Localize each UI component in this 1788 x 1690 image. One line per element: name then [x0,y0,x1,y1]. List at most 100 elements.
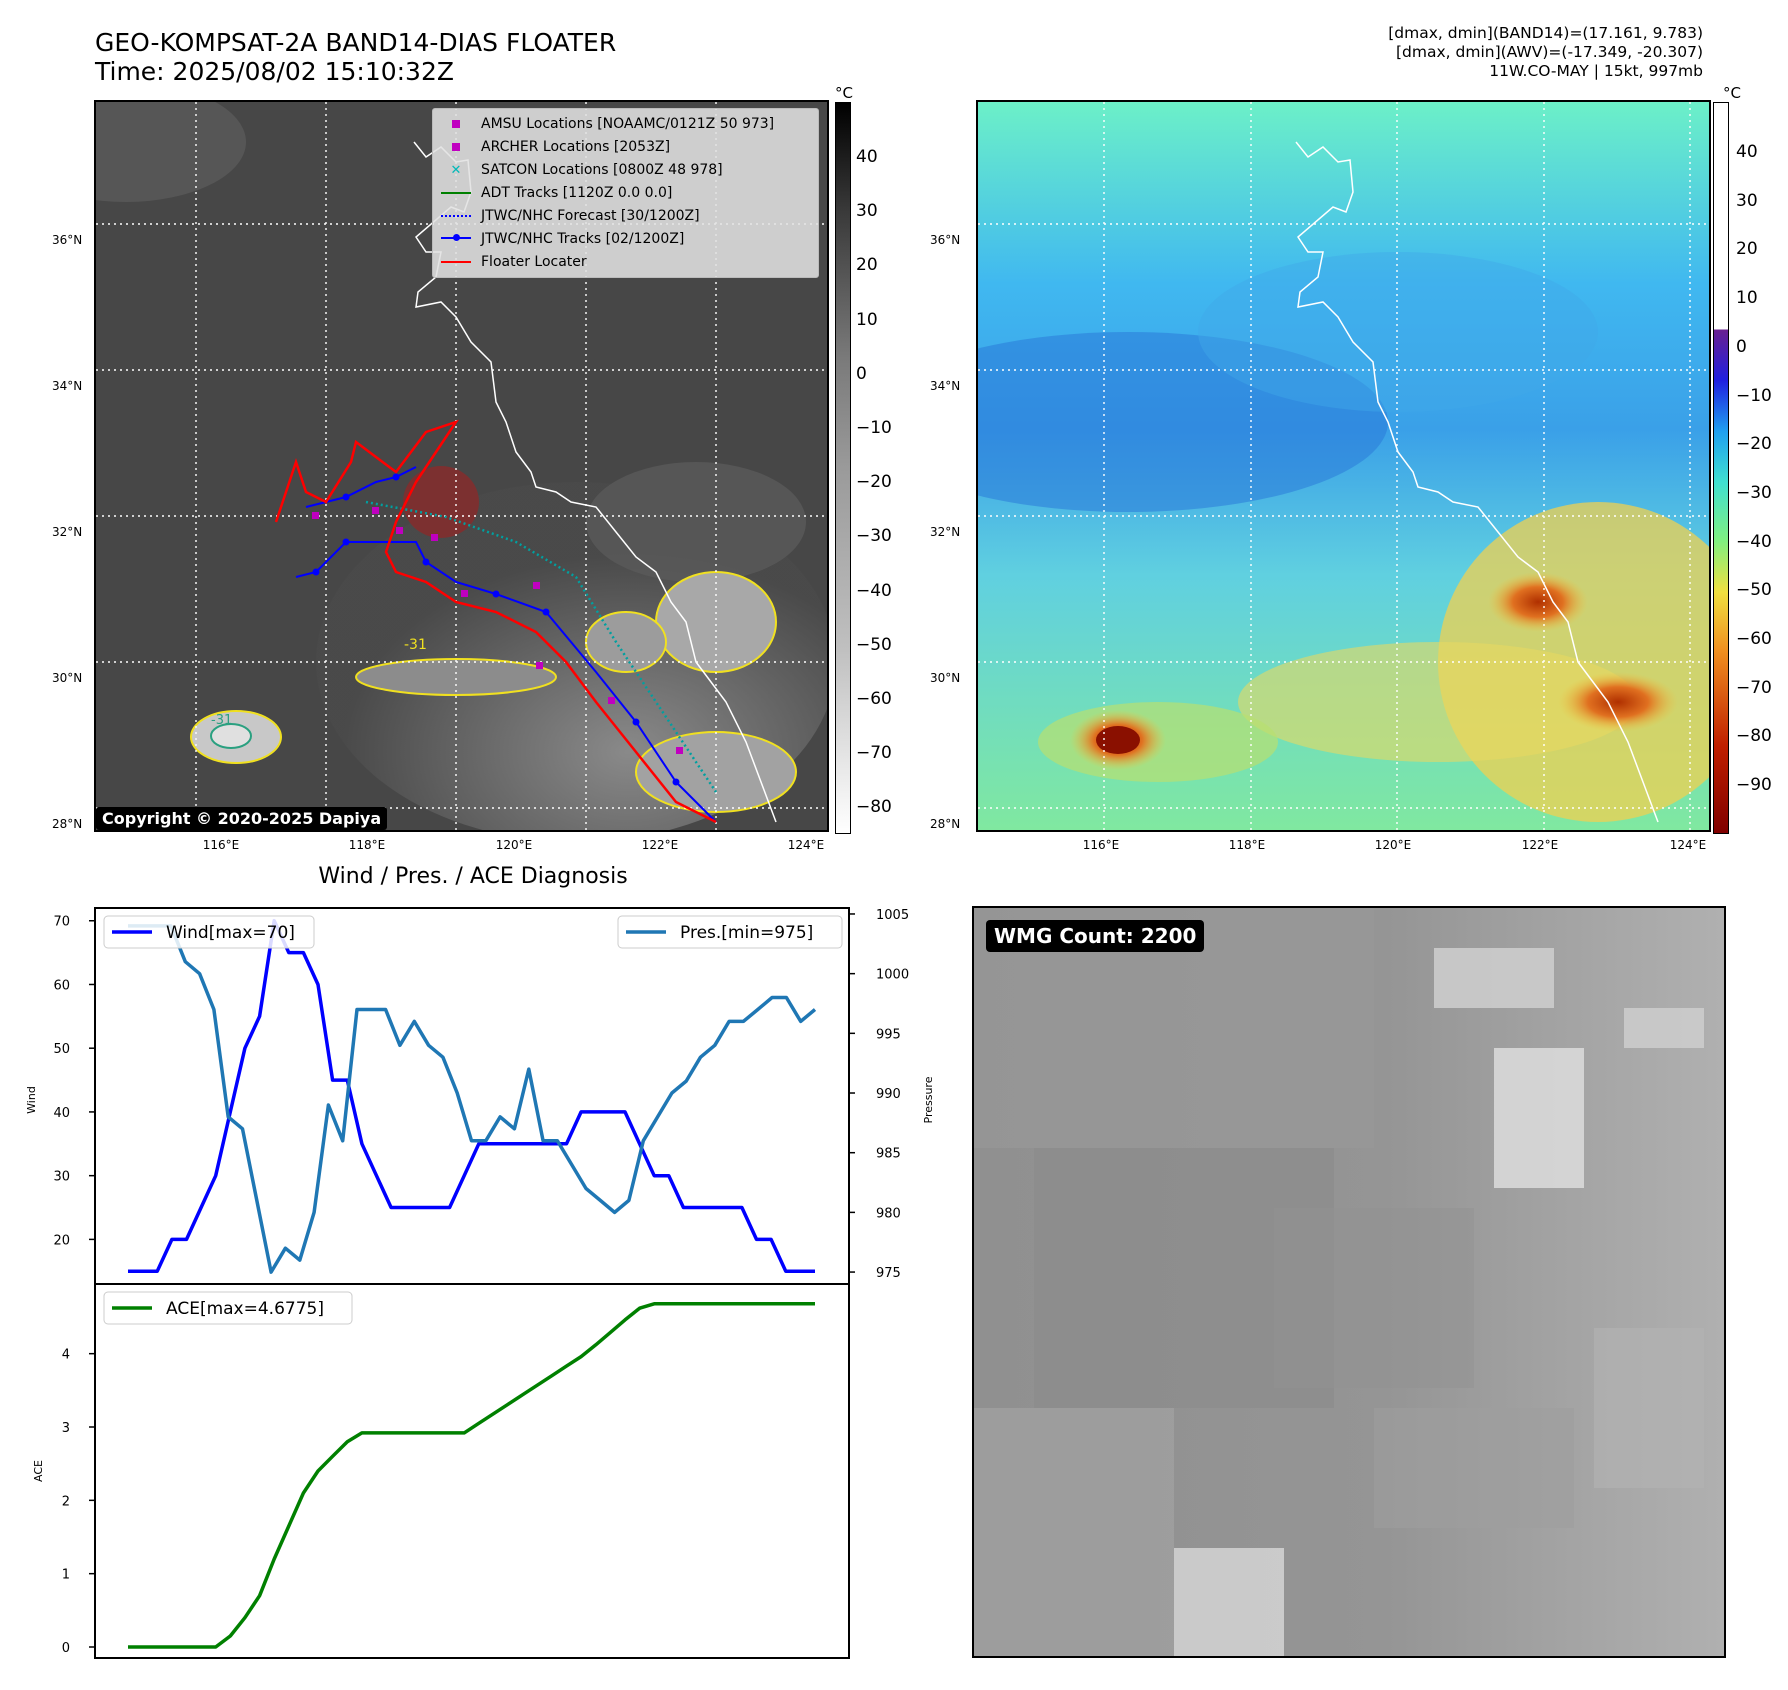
legend-item: ARCHER Locations [2053Z] [439,136,812,159]
colorbar-tick: 10 [856,309,878,330]
lat-label: 32°N [930,525,961,539]
contour-label: -31 [404,637,427,653]
pressure-legend-label: Pres.[min=975] [680,923,813,943]
ace-ylabel: ACE [32,1460,45,1482]
diagnosis-chart: 20 30 40 50 60 70 975 980 985 990 995 1000 1005 0 1 2… [25,907,935,1659]
diagnosis-title: Wind / Pres. / ACE Diagnosis [318,864,628,889]
wmg-panel: WMG Count: 2200 [972,906,1726,1658]
legend-item-label: ARCHER Locations [2053Z] [481,138,671,155]
wind-series [128,918,815,1274]
jtwc-track [295,541,717,823]
legend-marker-icon [439,251,473,274]
colorbar-tick: −60 [1736,629,1772,649]
lon-label: 122°E [641,838,679,852]
y-tick-label: 990 [876,1087,901,1102]
contour-label-2: -31 [211,713,232,728]
ace-series [128,1302,815,1649]
chart-title: GEO-KOMPSAT-2A BAND14-DIAS FLOATER Time:… [95,28,616,86]
legend-marker-icon [439,228,473,251]
legend-item-label: JTWC/NHC Forecast [30/1200Z] [481,208,700,225]
pressure-legend: Pres.[min=975] [617,915,843,949]
legend-item: JTWC/NHC Forecast [30/1200Z] [439,205,812,228]
lon-label: 122°E [1521,838,1559,852]
legend-item-label: Floater Locater [481,253,587,270]
series-line [128,924,817,1274]
ace-legend: ACE[max=4.6775] [103,1291,353,1325]
y-tick-label: 50 [53,1042,70,1057]
colorbar-tick: −90 [1736,775,1772,796]
lon-label: 120°E [495,838,533,852]
y-tick-label: 1005 [876,908,909,923]
chart-title-line2: Time: 2025/08/02 15:10:32Z [95,57,454,86]
colorbar-tick: 30 [856,201,878,222]
y-tick-label: 0 [62,1641,70,1656]
colorbar-tick: −60 [856,689,892,709]
legend-marker-icon [439,113,473,136]
lat-label: 34°N [52,379,83,393]
y-tick-label: 30 [53,1170,70,1185]
map-legend: AMSU Locations [NOAAMC/0121Z 50 973] ARCH… [432,108,819,278]
colorbar-tick: 10 [1736,288,1758,309]
y-tick-label: 4 [62,1348,70,1363]
wmg-count-badge: WMG Count: 2200 [986,920,1205,952]
y-tick-label: 60 [53,978,70,993]
legend-item: JTWC/NHC Tracks [02/1200Z] [439,228,812,251]
lon-label: 116°E [1082,838,1120,852]
wind-legend: Wind[max=70] [103,915,315,949]
stats-line2: [dmax, dmin](AWV)=(-17.349, -20.307) [1396,43,1703,61]
awv-map-panel [976,100,1711,832]
awv-map-canvas [978,102,1709,830]
colorbar-tick: −40 [856,580,892,601]
y-tick-label: 975 [876,1266,901,1281]
jtwc-forecast [365,500,718,793]
y-tick-label: 2 [62,1494,70,1509]
colorbar-left [835,102,851,834]
colorbar-tick: 40 [856,147,878,167]
floater-box [403,466,479,538]
colorbar-tick: −70 [856,743,892,764]
colorbar-tick: 0 [1736,336,1747,357]
wmg-canvas [974,908,1724,1656]
pressure-series [128,924,817,1274]
stats-line1: [dmax, dmin](BAND14)=(17.161, 9.783) [1388,24,1703,42]
lat-label: 36°N [52,233,83,247]
y-tick-label: 70 [53,915,70,930]
colorbar-tick: −20 [1736,434,1772,455]
lon-label: 124°E [787,838,825,852]
colorbar-left-unit: °C [835,84,853,102]
ir-map-panel: -31 -31 AMSU Locations [NOAAMC/0121Z 50 … [94,100,829,832]
legend-marker-icon [439,182,473,205]
colorbar-tick: 20 [1736,239,1758,260]
legend-marker-icon [439,205,473,228]
legend-item-label: AMSU Locations [NOAAMC/0121Z 50 973] [481,116,775,132]
colorbar-tick: −80 [856,797,892,818]
colorbar-tick: −70 [1736,677,1772,698]
legend-item-label: SATCON Locations [0800Z 48 978] [481,162,723,179]
lon-label: 118°E [348,838,386,852]
stats-title: [dmax, dmin](BAND14)=(17.161, 9.783) [dm… [1388,24,1703,81]
lat-label: 28°N [930,817,961,831]
y-tick-label: 1 [62,1568,70,1583]
legend-item-label: ADT Tracks [1120Z 0.0 0.0] [481,185,673,202]
legend-item: Floater Locater [439,251,812,274]
colorbar-tick: −80 [1736,726,1772,747]
colorbar-tick: −10 [1736,385,1772,406]
wind-legend-label: Wind[max=70] [166,923,295,943]
lat-label: 34°N [930,379,961,393]
y-tick-label: 980 [876,1206,901,1221]
colorbar-tick: −30 [856,526,892,547]
colorbar-tick: 0 [856,363,867,384]
colorbar-tick: −40 [1736,531,1772,552]
legend-item: ✕ SATCON Locations [0800Z 48 978] [439,159,812,183]
pressure-y-axis: 975 980 985 990 995 1000 1005 [849,908,909,1281]
colorbar-tick: −30 [1736,482,1772,503]
ace-y-axis: 0 1 2 3 4 [62,1348,95,1656]
colorbar-right-unit: °C [1723,84,1741,102]
y-tick-label: 995 [876,1027,901,1042]
y-tick-label: 985 [876,1147,901,1162]
ace-legend-label: ACE[max=4.6775] [166,1299,324,1319]
legend-item: AMSU Locations [NOAAMC/0121Z 50 973] [439,113,812,136]
legend-marker-icon: ✕ [450,162,462,178]
legend-marker-icon [439,136,473,159]
map-legend-items: AMSU Locations [NOAAMC/0121Z 50 973] ARCH… [439,113,812,274]
